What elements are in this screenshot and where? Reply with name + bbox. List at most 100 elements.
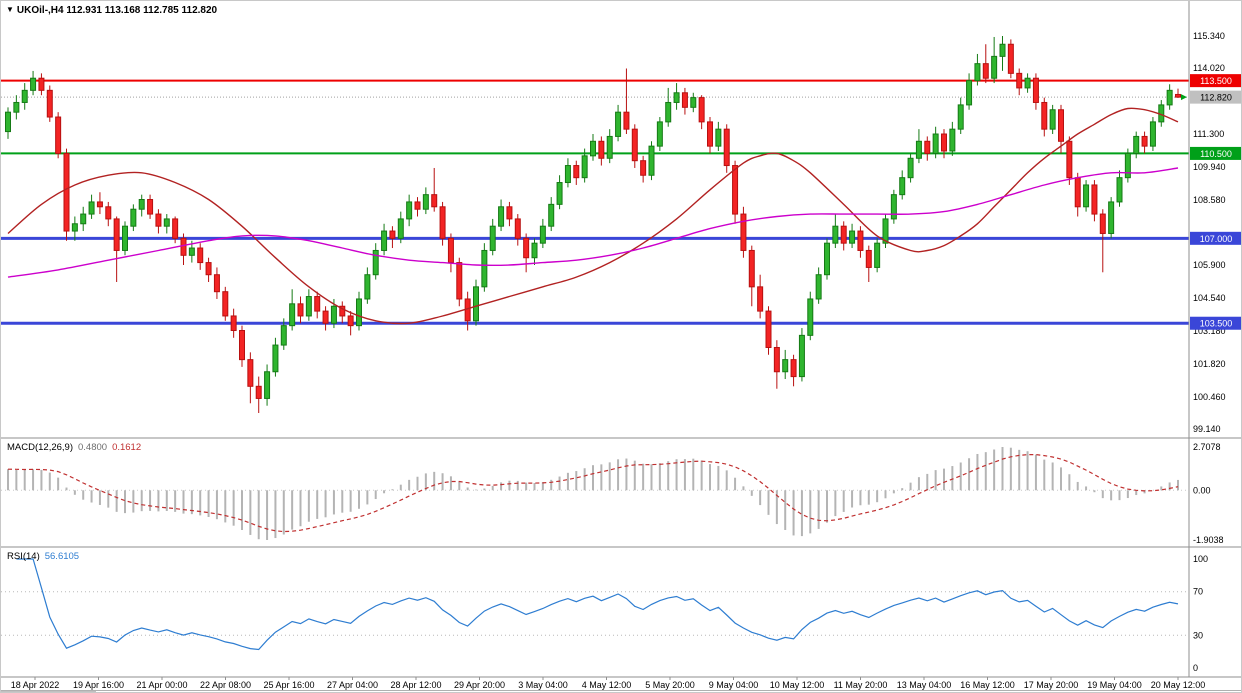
candle [30, 77, 37, 91]
date-label: 25 Apr 16:00 [263, 680, 314, 690]
price-badge-bg [1190, 90, 1241, 104]
price-badge: 103.500 [1200, 319, 1233, 329]
candle [506, 206, 513, 220]
candle [698, 97, 705, 123]
date-label: 22 Apr 08:00 [200, 680, 251, 690]
candle [949, 128, 956, 152]
date-label: 13 May 04:00 [897, 680, 952, 690]
candle [815, 274, 822, 300]
candle [798, 334, 805, 378]
candle [991, 55, 998, 79]
candle [857, 230, 864, 251]
rsi-axis-label: 100 [1193, 554, 1208, 564]
price-badge-bg [1190, 316, 1241, 330]
candle [957, 104, 964, 130]
price-axis[interactable] [1189, 1, 1242, 677]
candle [1074, 177, 1081, 208]
candle [372, 249, 379, 276]
rsi-panel-plot-area[interactable] [1, 547, 1189, 677]
candle [188, 247, 195, 256]
candle [690, 97, 697, 108]
candle [105, 206, 112, 220]
macd-axis-label: 0.00 [1193, 485, 1211, 495]
scrollbar-thumb[interactable] [1, 691, 96, 693]
candle [824, 242, 830, 276]
price-axis-label: 104.540 [1193, 293, 1226, 303]
candle [364, 274, 371, 300]
macd-signal-value: 0.1612 [112, 442, 142, 453]
candle [63, 152, 70, 232]
candle [790, 359, 797, 378]
candle [322, 310, 329, 324]
candle [598, 140, 605, 159]
macd-panel-plot-area[interactable] [1, 438, 1189, 547]
price-axis-label: 111.300 [1193, 129, 1224, 139]
candle [314, 296, 321, 312]
symbol-ohlc-title: UKOil-,H4 112.931 113.168 112.785 112.82… [16, 5, 218, 16]
candle [556, 182, 563, 205]
date-label: 11 May 20:00 [834, 680, 888, 690]
candle [473, 286, 479, 322]
candle [1058, 109, 1064, 142]
candle [539, 225, 546, 244]
chart-title: ▼ UKOil-,H4 112.931 113.168 112.785 112.8… [6, 5, 217, 16]
candle [832, 225, 839, 244]
date-label: 16 May 12:00 [960, 680, 1015, 690]
price-badge-bg [1190, 74, 1241, 88]
candle [648, 145, 655, 176]
macd-main-value: 0.4800 [78, 442, 108, 453]
candle [1141, 135, 1148, 147]
candle [924, 140, 931, 154]
candle [347, 315, 354, 327]
candle [615, 111, 622, 137]
candle [681, 92, 688, 108]
rsi-indicator-label: RSI(14) 56.6105 [7, 551, 79, 562]
time-axis[interactable] [1, 677, 1242, 690]
rsi-line [16, 558, 1179, 651]
ma-line-ma-slow [7, 167, 1179, 278]
candle [606, 135, 613, 159]
price-axis-label: 103.180 [1193, 326, 1226, 336]
date-label: 5 May 20:00 [645, 680, 695, 690]
candle [239, 330, 245, 361]
price-badge-bg [1190, 146, 1241, 160]
price-axis-label: 105.900 [1193, 260, 1226, 270]
candle [1032, 77, 1039, 103]
macd-axis-label: 2.7078 [1193, 442, 1221, 452]
price-axis-label: 99.140 [1193, 424, 1221, 434]
rsi-axis-label: 70 [1193, 587, 1203, 597]
date-label: 19 Apr 16:00 [73, 680, 124, 690]
main-chart-plot-area[interactable] [1, 1, 1189, 438]
date-label: 9 May 04:00 [709, 680, 759, 690]
date-label: 19 May 04:00 [1087, 680, 1142, 690]
candle [849, 230, 856, 244]
candle [138, 199, 145, 210]
candle [230, 315, 237, 332]
candle [882, 218, 889, 244]
candle [1049, 109, 1056, 130]
price-axis-label: 114.020 [1193, 63, 1225, 73]
candle [581, 155, 588, 179]
candle [1007, 43, 1014, 74]
candle [966, 80, 973, 106]
candle [573, 165, 580, 179]
candle [297, 303, 304, 317]
candle [389, 230, 396, 239]
candle [915, 140, 922, 159]
candle [122, 225, 128, 251]
price-axis-label: 101.820 [1193, 359, 1226, 369]
candle [1133, 135, 1140, 154]
candle [456, 262, 463, 300]
date-label: 27 Apr 04:00 [327, 680, 378, 690]
candle [1149, 121, 1156, 147]
candle [80, 213, 87, 225]
candle [330, 305, 337, 324]
date-label: 21 Apr 00:00 [136, 680, 187, 690]
candle [1041, 101, 1048, 130]
candle [280, 325, 287, 346]
candle [932, 133, 939, 154]
candle [941, 133, 947, 152]
price-badge: 110.500 [1200, 149, 1232, 159]
rsi-axis-label: 30 [1193, 630, 1203, 640]
